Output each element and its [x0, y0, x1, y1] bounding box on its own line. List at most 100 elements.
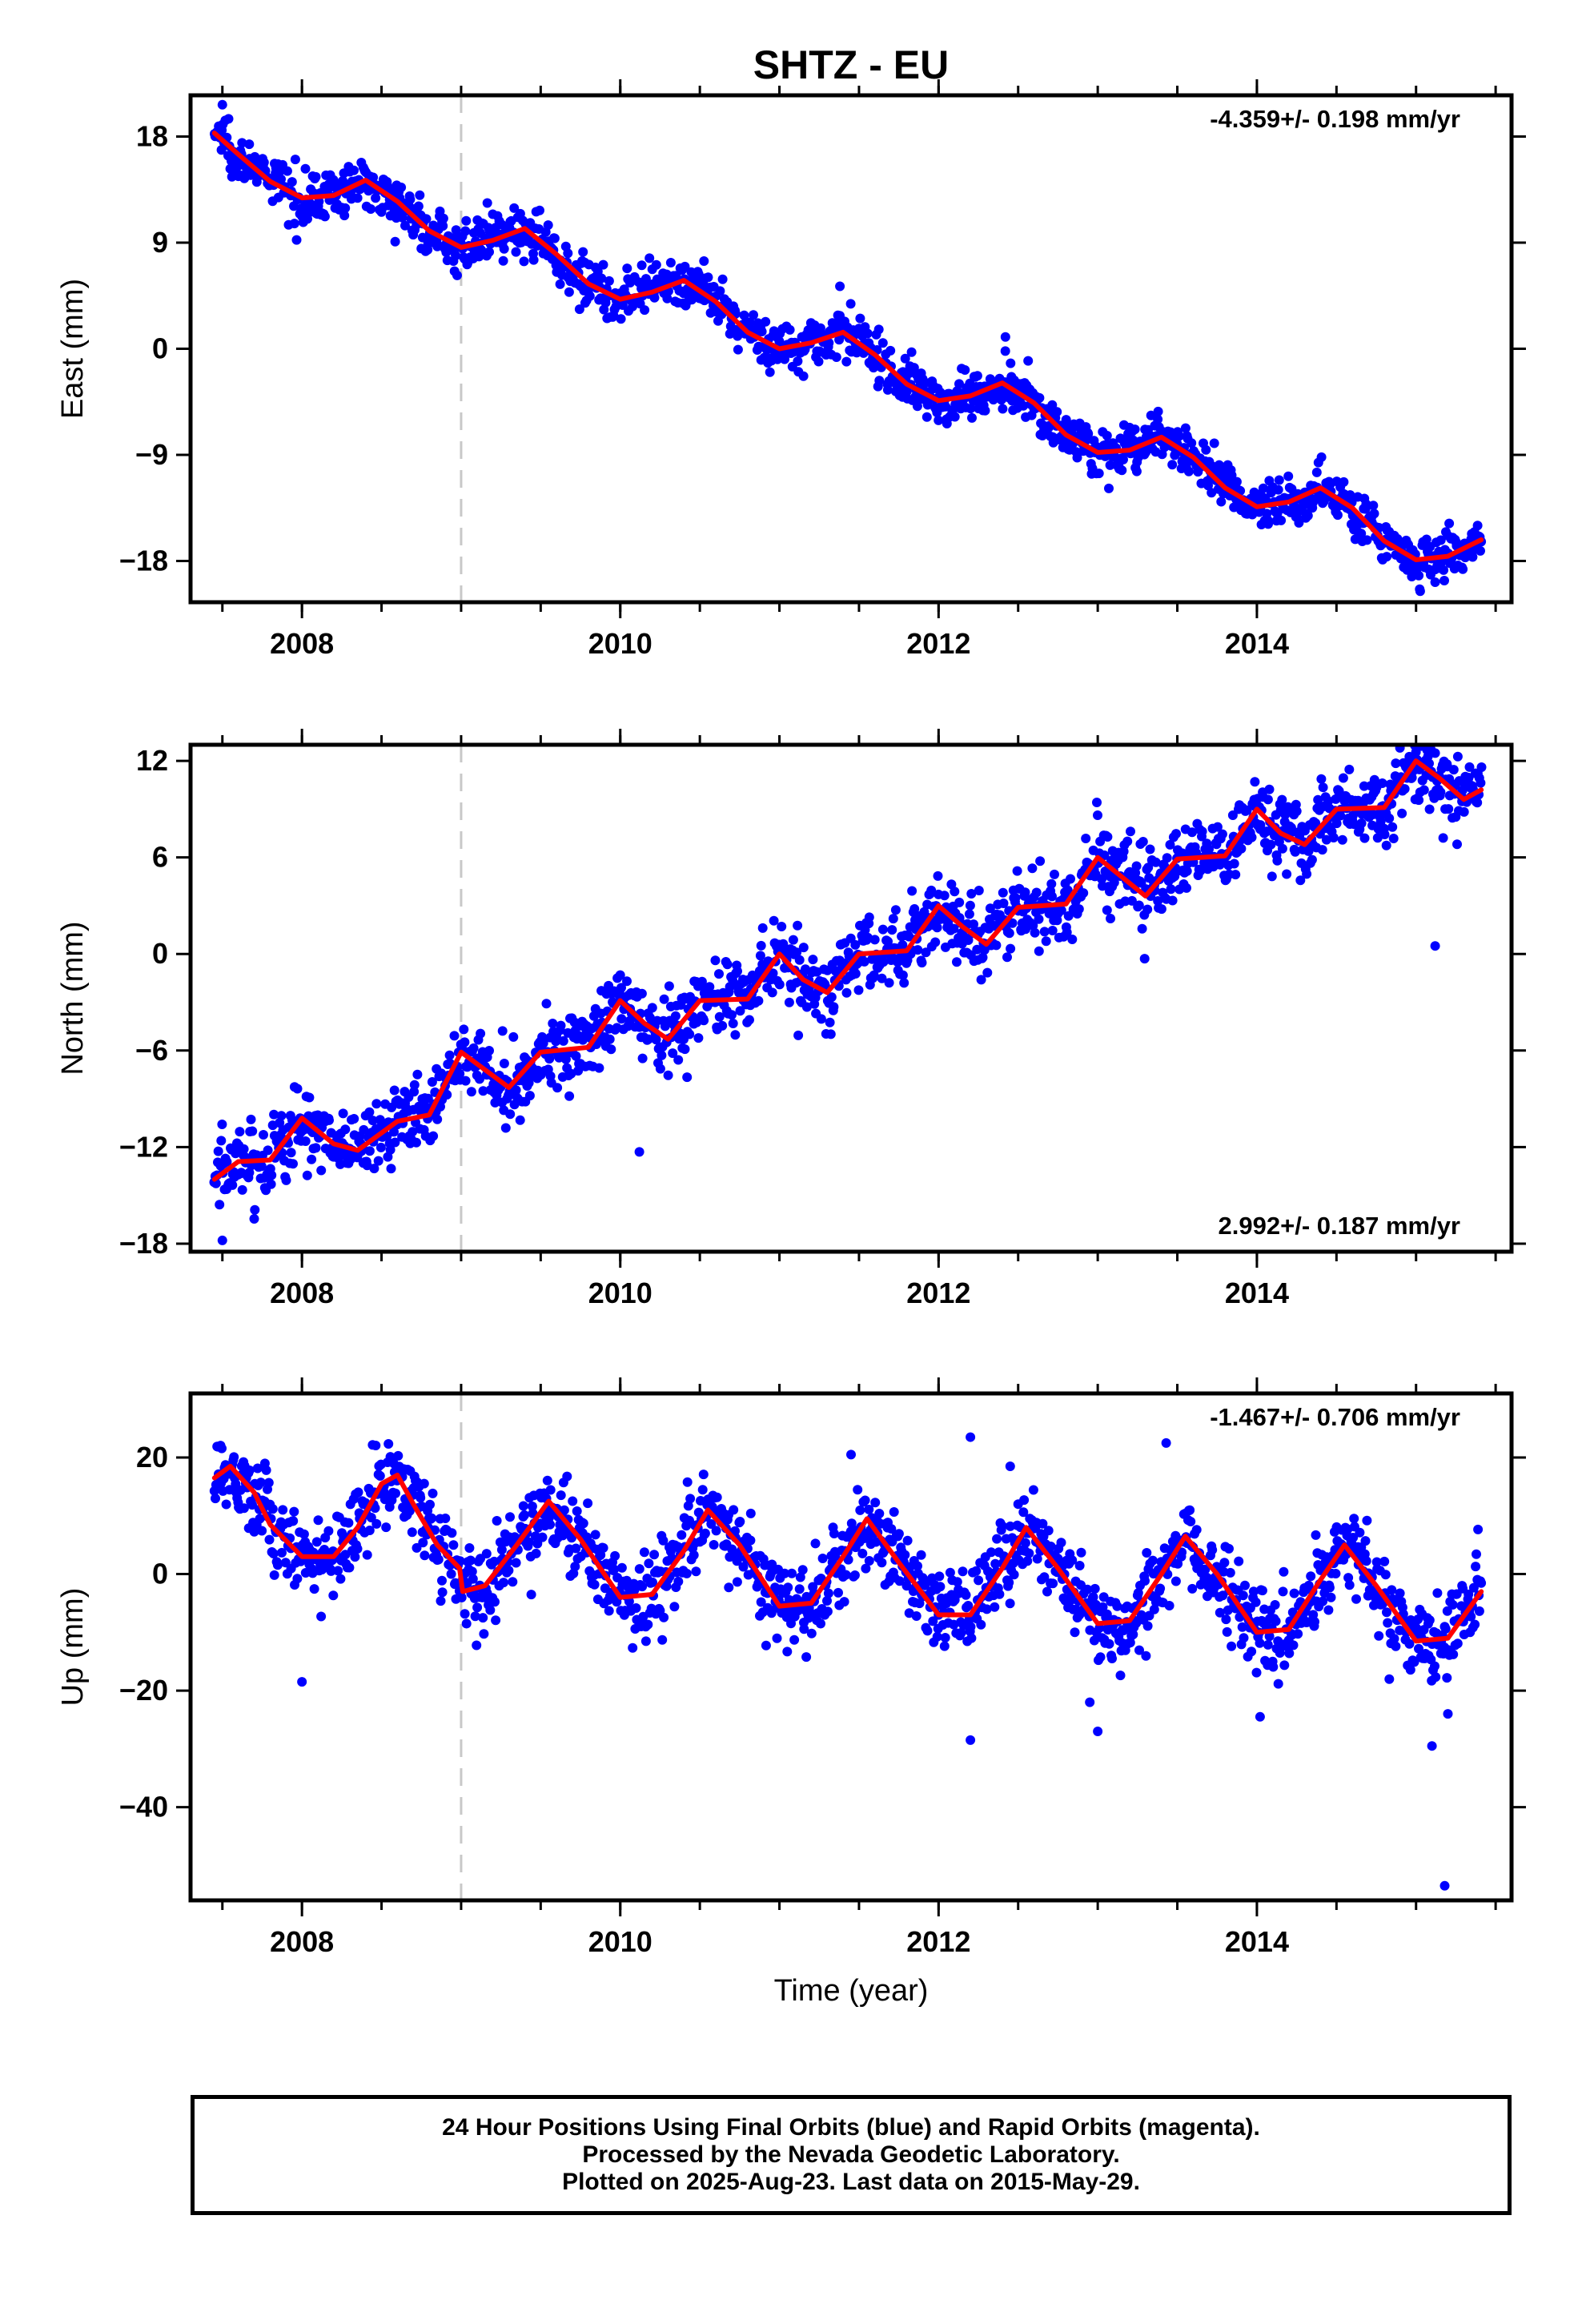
data-point [817, 1554, 828, 1563]
data-point [1061, 415, 1071, 425]
data-point [319, 211, 330, 222]
data-point [1093, 810, 1102, 820]
data-point [511, 247, 521, 257]
data-point [542, 1475, 552, 1486]
data-point [352, 1544, 363, 1554]
data-point [1464, 773, 1474, 782]
data-point [393, 1450, 404, 1461]
data-point [1167, 895, 1178, 906]
data-point [628, 1642, 638, 1653]
data-point [237, 1184, 247, 1195]
data-point [992, 1534, 1002, 1544]
data-point [466, 1087, 476, 1097]
data-point [1130, 424, 1140, 435]
data-point [934, 415, 944, 425]
data-point [1236, 843, 1247, 854]
data-point [1032, 1554, 1042, 1564]
y-axis-label: North (mm) [56, 921, 90, 1075]
data-point [1424, 804, 1435, 814]
data-point [774, 979, 785, 990]
data-point [738, 1562, 749, 1572]
data-point [1476, 1578, 1487, 1588]
data-point [1318, 782, 1328, 793]
data-point [211, 1494, 220, 1504]
data-point [685, 1494, 696, 1504]
data-point [364, 1146, 375, 1156]
data-point [344, 1562, 355, 1573]
data-point [1239, 1633, 1249, 1643]
data-point [583, 1498, 593, 1509]
data-point [556, 1020, 566, 1031]
caption-line-1: 24 Hour Positions Using Final Orbits (bl… [442, 2114, 1260, 2141]
data-point [615, 970, 625, 980]
data-point [900, 353, 910, 364]
data-point [1089, 1635, 1099, 1646]
data-point [1448, 1649, 1459, 1659]
rate-label: -4.359+/- 0.198 mm/yr [1210, 105, 1460, 133]
data-point [1162, 853, 1172, 863]
data-point [783, 1582, 793, 1593]
data-point-outlier [1161, 1437, 1171, 1448]
data-point [622, 976, 632, 987]
data-point [1310, 1617, 1319, 1627]
data-point [1470, 1619, 1480, 1630]
data-point [1046, 1542, 1056, 1551]
data-point [1131, 466, 1142, 476]
data-point [350, 1552, 360, 1562]
data-point [390, 236, 400, 247]
data-point [1150, 857, 1161, 867]
data-point [371, 1518, 382, 1529]
data-point [845, 299, 856, 309]
data-point [1255, 1638, 1265, 1648]
data-point [1088, 1592, 1098, 1602]
data-point [1267, 871, 1277, 882]
data-point [515, 1115, 525, 1125]
data-point [1097, 874, 1107, 884]
data-point [651, 1035, 661, 1045]
data-point [616, 314, 626, 324]
data-point [307, 1154, 317, 1164]
y-tick-label: 0 [152, 937, 168, 970]
data-point [544, 1054, 555, 1064]
data-point [816, 1618, 825, 1629]
data-point [665, 258, 676, 267]
data-point [1303, 510, 1313, 521]
data-point [780, 354, 789, 364]
data-point [518, 1501, 528, 1511]
data-point [412, 1137, 421, 1148]
data-point [475, 1074, 484, 1084]
data-point [1126, 826, 1135, 837]
data-point [1431, 1672, 1441, 1683]
data-point [717, 274, 728, 284]
data-point-outlier [217, 99, 227, 110]
data-point [590, 1530, 600, 1540]
data-point [440, 1514, 451, 1523]
data-point [1098, 1602, 1108, 1612]
data-point [982, 1604, 992, 1614]
data-point [972, 944, 982, 955]
data-point [1387, 822, 1398, 832]
data-point [1231, 870, 1241, 880]
data-point [311, 1537, 322, 1547]
data-point [913, 945, 923, 955]
data-point [889, 1507, 899, 1517]
data-point [1388, 834, 1399, 843]
data-point [385, 1144, 396, 1155]
data-point [239, 1144, 249, 1154]
data-point [917, 958, 927, 968]
data-point [1170, 1576, 1181, 1586]
data-point [442, 1090, 452, 1100]
data-point [1420, 728, 1430, 738]
data-point [793, 920, 803, 931]
data-point [1052, 407, 1062, 417]
data-point [259, 1130, 268, 1140]
data-point [644, 1558, 654, 1569]
data-point [640, 305, 650, 316]
data-point [710, 955, 721, 966]
data-point [482, 198, 492, 208]
data-point [782, 1647, 793, 1657]
data-point [761, 316, 771, 327]
data-point [862, 328, 873, 339]
data-point [335, 1574, 346, 1584]
